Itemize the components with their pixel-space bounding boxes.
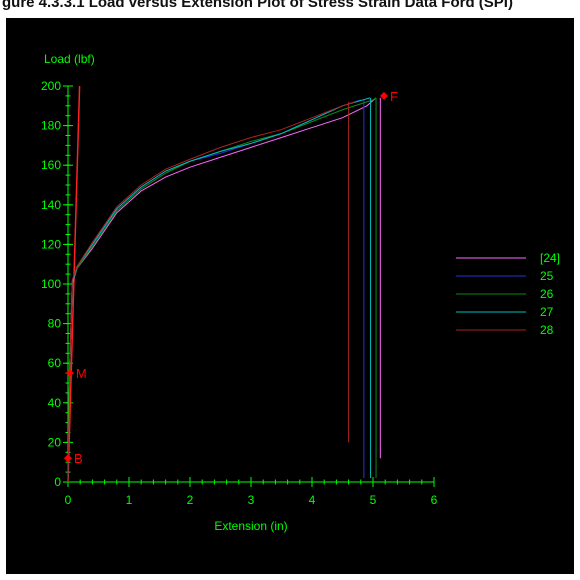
legend-label: 25 bbox=[540, 269, 554, 283]
y-tick-label: 0 bbox=[54, 475, 61, 489]
y-tick-label: 140 bbox=[41, 198, 61, 212]
y-tick-label: 120 bbox=[41, 237, 61, 251]
y-tick-label: 40 bbox=[48, 396, 62, 410]
x-tick-label: 6 bbox=[431, 493, 438, 507]
legend-label: [24] bbox=[540, 251, 560, 265]
axes: 0 1 2 3 4 5 6 0 20 40 60 80 100 120 140 160 180 200 Load… bbox=[41, 52, 438, 533]
x-ticks: 0 1 2 3 4 5 6 bbox=[65, 477, 438, 507]
y-tick-label: 200 bbox=[41, 79, 61, 93]
y-tick-label: 20 bbox=[48, 435, 62, 449]
x-tick-label: 5 bbox=[370, 493, 377, 507]
series-lines bbox=[67, 85, 381, 483]
load-extension-chart: 0 1 2 3 4 5 6 0 20 40 60 80 100 120 140 160 180 200 Load… bbox=[41, 52, 560, 533]
x-tick-label: 4 bbox=[309, 493, 316, 507]
y-axis-label: Load (lbf) bbox=[44, 52, 95, 66]
series-line bbox=[67, 99, 361, 483]
marker-label: B bbox=[74, 451, 83, 466]
y-tick-label: 80 bbox=[48, 317, 62, 331]
figure-title: gure 4.3.3.1 Load versus Extension Plot … bbox=[2, 0, 513, 11]
y-tick-label: 60 bbox=[48, 356, 62, 370]
legend: [24] 25 26 27 28 bbox=[456, 251, 560, 337]
marker-point bbox=[65, 369, 74, 378]
marker-point bbox=[379, 91, 388, 100]
y-tick-label: 160 bbox=[41, 158, 61, 172]
x-tick-label: 2 bbox=[187, 493, 194, 507]
plot-panel: 0 1 2 3 4 5 6 0 20 40 60 80 100 120 140 160 180 200 Load… bbox=[6, 18, 574, 574]
series-line bbox=[67, 101, 355, 483]
y-tick-label: 100 bbox=[41, 277, 61, 291]
legend-label: 27 bbox=[540, 305, 554, 319]
y-tick-label: 180 bbox=[41, 119, 61, 133]
y-ticks: 0 20 40 60 80 100 120 140 160 180 200 bbox=[41, 79, 73, 489]
point-markers: B M F bbox=[64, 89, 398, 466]
x-axis-label: Extension (in) bbox=[214, 519, 287, 533]
marker-label: F bbox=[390, 89, 398, 104]
x-tick-label: 3 bbox=[248, 493, 255, 507]
x-tick-label: 1 bbox=[126, 493, 133, 507]
legend-label: 26 bbox=[540, 287, 554, 301]
legend-label: 28 bbox=[540, 323, 554, 337]
reference-line bbox=[67, 85, 81, 483]
x-tick-label: 0 bbox=[65, 493, 72, 507]
series-line bbox=[67, 97, 377, 483]
series-line bbox=[67, 97, 377, 483]
marker-label: M bbox=[76, 366, 87, 381]
marker-point bbox=[64, 454, 72, 463]
series-line bbox=[67, 97, 371, 483]
